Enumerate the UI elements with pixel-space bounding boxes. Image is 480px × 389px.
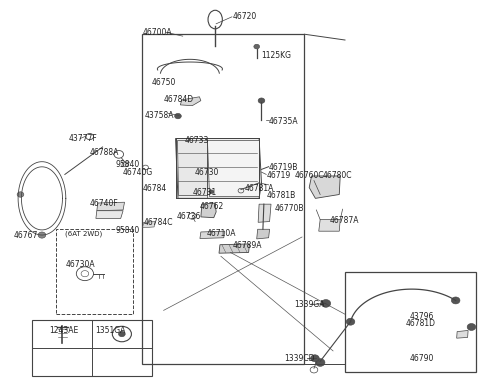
Circle shape	[258, 98, 265, 103]
Text: 46719B: 46719B	[269, 163, 298, 172]
Text: 1351GA: 1351GA	[95, 326, 125, 335]
Text: 46730: 46730	[195, 168, 219, 177]
Text: 46767: 46767	[13, 231, 38, 240]
Text: 46720: 46720	[233, 12, 257, 21]
Circle shape	[119, 331, 125, 337]
Text: 46710A: 46710A	[206, 230, 236, 238]
Text: 46719: 46719	[266, 171, 290, 180]
Polygon shape	[319, 220, 340, 231]
Bar	[33, 320, 152, 376]
Text: 1125KG: 1125KG	[262, 51, 291, 60]
Text: 46780C: 46780C	[323, 171, 352, 180]
Text: 46735A: 46735A	[269, 117, 298, 126]
Text: (6AT 2WD): (6AT 2WD)	[65, 231, 102, 237]
Polygon shape	[121, 162, 129, 167]
Text: 95840: 95840	[116, 160, 140, 169]
Polygon shape	[177, 140, 206, 194]
Text: 46790: 46790	[409, 354, 434, 363]
Circle shape	[209, 190, 214, 194]
Polygon shape	[219, 244, 250, 253]
Circle shape	[315, 359, 325, 366]
Circle shape	[467, 324, 476, 330]
Polygon shape	[143, 222, 155, 228]
Text: 95840: 95840	[116, 226, 140, 235]
Text: 46784: 46784	[142, 184, 167, 193]
Text: 46784C: 46784C	[144, 218, 173, 227]
Polygon shape	[97, 202, 124, 211]
Text: 46760C: 46760C	[295, 171, 324, 180]
Circle shape	[175, 113, 181, 119]
Text: 1243AE: 1243AE	[49, 326, 78, 335]
Text: 46736: 46736	[177, 212, 202, 221]
Text: 46762: 46762	[199, 202, 224, 210]
Text: 43796: 43796	[409, 312, 434, 321]
Polygon shape	[206, 140, 259, 196]
Text: 46781B: 46781B	[266, 191, 296, 200]
Circle shape	[451, 297, 460, 304]
Bar	[345, 272, 476, 372]
Text: 46789A: 46789A	[233, 241, 263, 250]
Polygon shape	[96, 211, 123, 219]
Text: 46740F: 46740F	[90, 199, 119, 208]
Polygon shape	[180, 97, 201, 106]
Text: 46788A: 46788A	[90, 147, 119, 156]
Text: 46781D: 46781D	[406, 319, 436, 328]
Text: 46700A: 46700A	[142, 28, 172, 37]
Polygon shape	[257, 229, 270, 239]
Circle shape	[17, 192, 24, 197]
Bar	[56, 229, 132, 314]
Polygon shape	[201, 203, 216, 218]
Circle shape	[254, 44, 260, 49]
Text: 46784D: 46784D	[164, 95, 194, 104]
Circle shape	[346, 318, 355, 325]
Text: 46750: 46750	[152, 78, 176, 87]
Polygon shape	[456, 330, 468, 338]
Text: 43758A: 43758A	[144, 111, 174, 120]
Bar	[142, 34, 304, 364]
Polygon shape	[309, 176, 340, 198]
Text: 46730A: 46730A	[66, 259, 96, 268]
Text: 46731: 46731	[192, 188, 216, 197]
Text: 46740G: 46740G	[122, 168, 152, 177]
Circle shape	[311, 355, 319, 362]
Text: 43777F: 43777F	[68, 134, 97, 143]
Polygon shape	[176, 138, 262, 198]
Text: 1339GA: 1339GA	[294, 300, 325, 309]
Polygon shape	[258, 204, 271, 222]
Text: 1339CD: 1339CD	[284, 354, 315, 363]
Text: 46770B: 46770B	[275, 203, 304, 212]
Polygon shape	[200, 231, 225, 238]
Circle shape	[321, 300, 331, 307]
Text: 46787A: 46787A	[329, 216, 359, 225]
Circle shape	[38, 232, 46, 238]
Text: 46733: 46733	[185, 136, 209, 145]
Text: 46781A: 46781A	[245, 184, 274, 193]
